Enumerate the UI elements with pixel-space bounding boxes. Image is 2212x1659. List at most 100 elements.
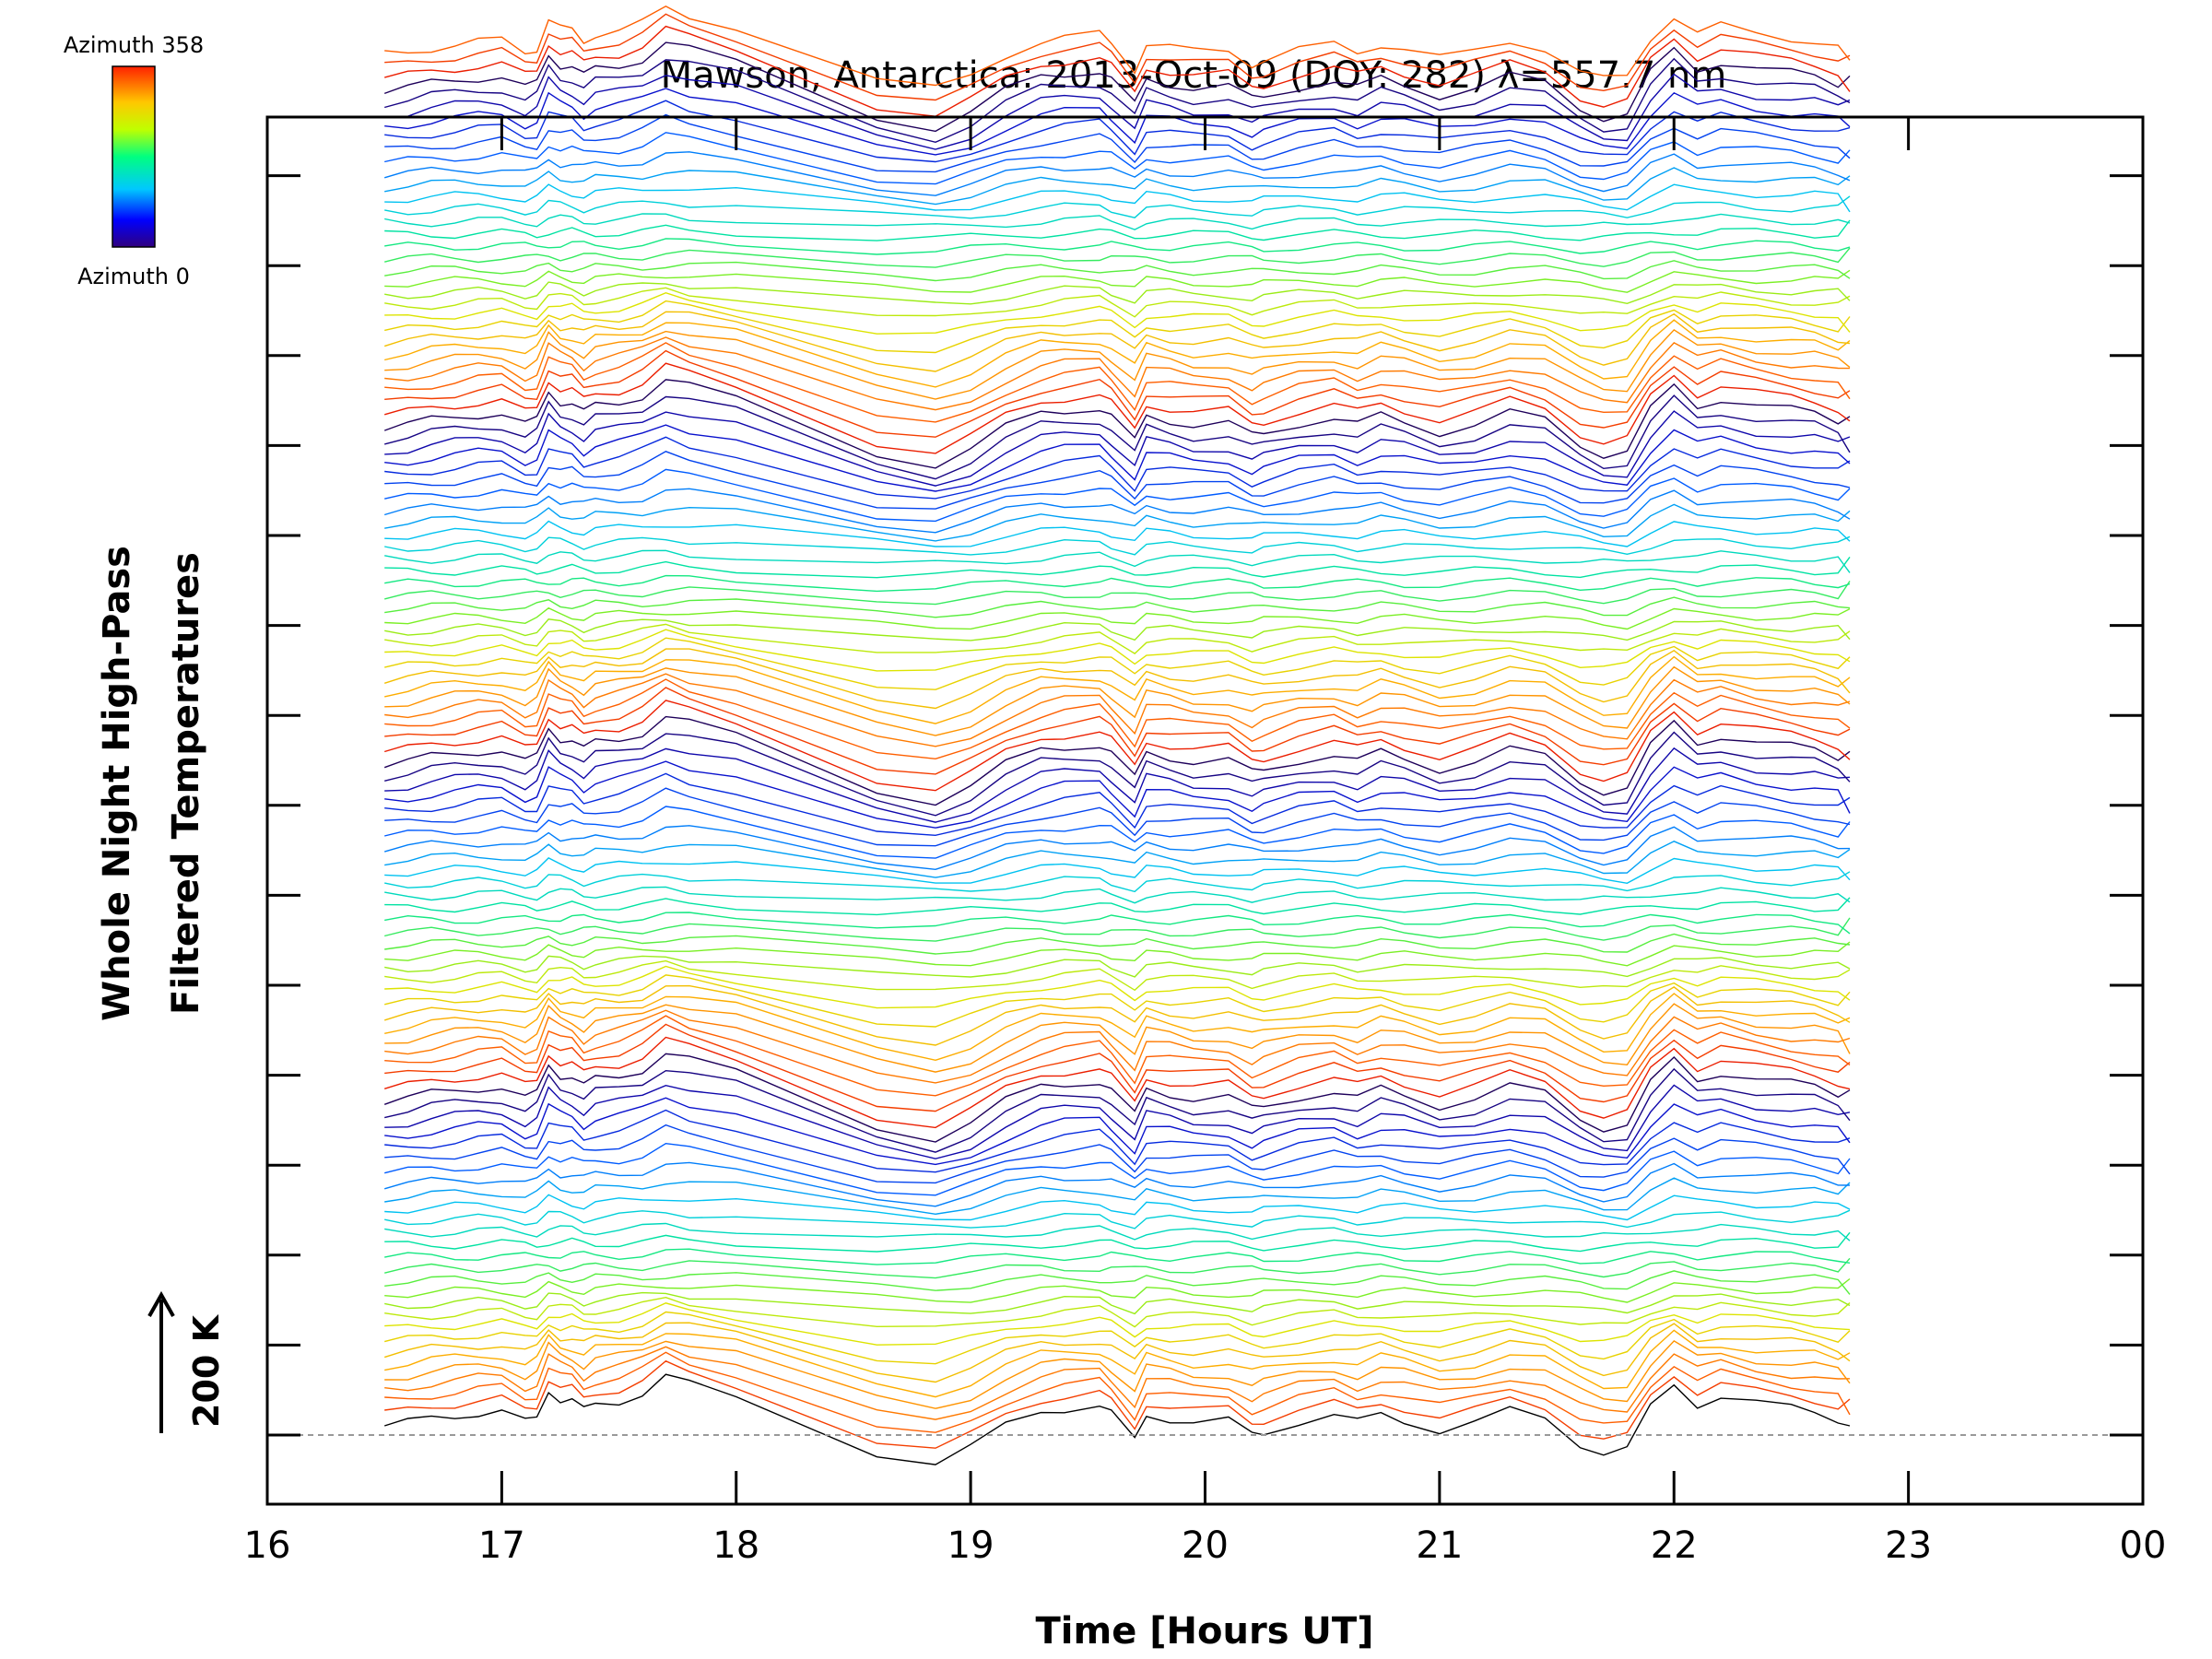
series-line <box>384 841 1851 878</box>
series-line <box>384 342 1851 423</box>
series-line <box>384 287 1851 318</box>
series-line <box>384 1177 1851 1216</box>
series-line <box>384 300 1851 354</box>
series-line <box>384 871 1851 893</box>
series-line <box>384 151 1851 196</box>
series-line <box>384 1067 1851 1153</box>
series-line <box>384 57 1851 144</box>
series-line <box>384 436 1851 500</box>
series-line <box>383 648 1851 710</box>
series-line <box>384 1194 1851 1221</box>
series-line <box>384 1302 1851 1346</box>
series-line <box>384 1359 1851 1449</box>
series-line <box>384 219 1851 241</box>
scale-bar-label: 200 K <box>186 1313 227 1428</box>
series-line <box>384 678 1851 760</box>
series-line <box>384 132 1851 185</box>
series-line <box>384 1270 1851 1295</box>
x-tick-label: 21 <box>1416 1524 1463 1567</box>
series-line <box>384 806 1851 859</box>
x-axis-label: Time [Hours UT] <box>1036 1610 1374 1653</box>
x-tick-label: 18 <box>712 1524 759 1567</box>
series-line <box>384 1329 1851 1398</box>
series-line <box>384 113 1851 173</box>
series-line <box>384 451 1851 510</box>
series-line <box>383 41 1851 133</box>
series-line <box>384 73 1851 150</box>
y-axis-label-line2: Filtered Temperatures <box>165 552 207 1015</box>
series-line <box>384 687 1851 775</box>
series-line <box>384 319 1851 388</box>
series-line <box>384 673 1851 747</box>
series-line <box>384 933 1851 955</box>
series-line <box>383 311 1851 372</box>
series-line <box>384 336 1851 411</box>
series-line <box>383 1373 1851 1465</box>
series-line <box>384 1209 1851 1230</box>
series-line <box>384 6 1851 87</box>
y-ticks <box>267 174 2143 1437</box>
series-line <box>384 618 1851 641</box>
series-line <box>384 362 1851 454</box>
colorbar-top-label: Azimuth 358 <box>64 32 204 58</box>
series-line <box>384 13 1851 101</box>
series-line <box>384 665 1851 736</box>
series-line <box>384 1015 1851 1097</box>
series-line <box>384 100 1851 163</box>
series-line <box>384 1009 1851 1084</box>
series-line <box>384 1248 1851 1265</box>
series-line <box>384 912 1851 935</box>
series-line <box>384 1003 1851 1073</box>
series-line <box>384 574 1851 593</box>
series-line <box>384 291 1851 335</box>
x-tick-label: 19 <box>947 1524 994 1567</box>
series-line <box>384 1351 1851 1433</box>
series-line <box>384 269 1851 293</box>
series-line <box>384 731 1851 817</box>
x-tick-label: 22 <box>1651 1524 1698 1567</box>
series-line <box>384 637 1851 690</box>
series-line <box>384 760 1851 829</box>
series-line <box>384 349 1851 438</box>
series-line <box>384 747 1851 823</box>
series-line <box>384 549 1851 573</box>
series-line <box>384 1346 1851 1420</box>
series-line <box>384 1142 1851 1196</box>
series-line <box>384 1291 1851 1315</box>
series-line <box>384 503 1851 542</box>
series-line <box>384 1311 1851 1365</box>
series-line <box>383 715 1851 806</box>
series-line <box>383 984 1851 1046</box>
series-line <box>384 886 1851 904</box>
series-line <box>384 596 1851 618</box>
series-line <box>384 1109 1851 1173</box>
series-line <box>384 260 1851 282</box>
series-line <box>384 556 1851 579</box>
series-line <box>384 606 1851 630</box>
series-line <box>384 1222 1851 1241</box>
series-line <box>384 183 1851 213</box>
series-line <box>383 1036 1851 1129</box>
y-axis-label-line1: Whole Night High-Pass <box>96 546 138 1021</box>
x-tick-label: 17 <box>478 1524 525 1567</box>
series-line <box>384 488 1851 534</box>
x-tick-label: 00 <box>2120 1524 2167 1567</box>
series-line <box>384 825 1851 871</box>
series-line <box>384 1161 1851 1207</box>
series-line <box>384 993 1851 1062</box>
series-line <box>384 281 1851 305</box>
series-line <box>383 1053 1851 1143</box>
series-line <box>384 1340 1851 1409</box>
series-layer <box>383 6 1851 1465</box>
series-line <box>384 410 1851 487</box>
series-line <box>384 88 1851 156</box>
series-line <box>384 195 1851 219</box>
scale-bar: 200 K <box>147 1290 227 1433</box>
series-line <box>384 629 1851 672</box>
series-line <box>384 424 1851 492</box>
series-line <box>384 857 1851 885</box>
series-line <box>384 581 1851 606</box>
series-line <box>384 213 1851 230</box>
series-line <box>383 1322 1851 1383</box>
series-line <box>384 1231 1851 1253</box>
